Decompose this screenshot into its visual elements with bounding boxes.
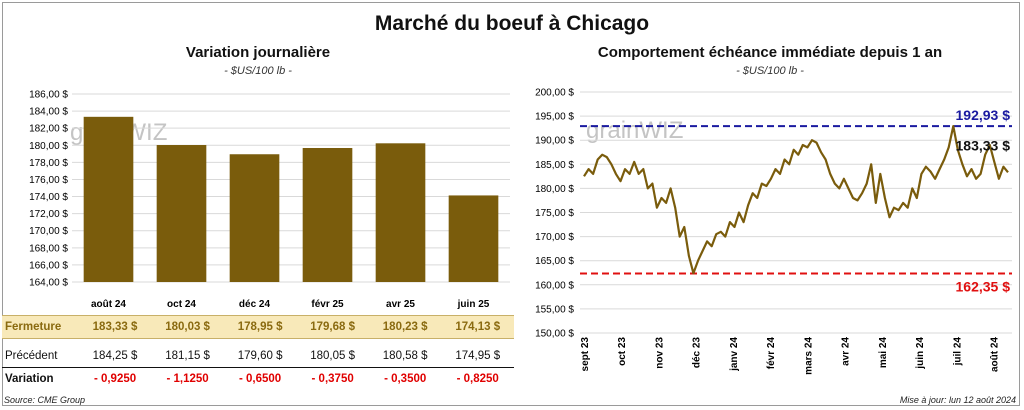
y-tick-label: 182,00 $	[29, 124, 68, 135]
x-tick-label: avr 24	[841, 337, 852, 366]
y-tick-label: 178,00 $	[29, 158, 68, 169]
y-tick-label: 166,00 $	[29, 260, 68, 271]
price-series-line	[583, 124, 1009, 275]
y-tick-label: 190,00 $	[535, 136, 574, 147]
figure-frame	[2, 2, 1020, 406]
bar-chart: grainWIZ 164,00 $166,00 $168,00 $170,00 …	[29, 90, 510, 310]
last-price-label: 183,33 $	[956, 137, 1011, 153]
x-tick-label: nov 23	[654, 337, 665, 369]
right-chart-title: Comportement échéance immédiate depuis 1…	[597, 44, 943, 61]
row-label: Variation	[5, 373, 54, 385]
main-title: Marché du boeuf à Chicago	[374, 12, 650, 35]
x-tick-label: janv 24	[729, 337, 740, 372]
y-tick-label: 175,00 $	[535, 208, 574, 219]
table-cell: - 0,8250	[456, 373, 499, 385]
y-tick-label: 200,00 $	[535, 88, 574, 99]
table-cell: 183,33 $	[78, 315, 152, 339]
table-cell: 179,68 $	[296, 315, 369, 339]
y-tick-label: 170,00 $	[535, 232, 574, 243]
bar	[156, 145, 207, 282]
table-cell: - 0,3500	[384, 373, 427, 385]
x-tick-label: juil 24	[952, 337, 963, 367]
x-tick-label: déc 24	[239, 299, 271, 310]
x-tick-label: oct 23	[617, 337, 628, 366]
y-tick-label: 176,00 $	[29, 175, 68, 186]
bar	[302, 148, 353, 282]
table-cell: - 1,1250	[166, 373, 209, 385]
left-chart-title: Variation journalière	[185, 44, 331, 61]
bar	[448, 195, 499, 282]
table-cell: - 0,9250	[93, 373, 137, 385]
table-row-close: Fermeture 183,33 $ 180,03 $ 178,95 $ 179…	[2, 315, 514, 339]
x-tick-label: mars 24	[803, 337, 814, 375]
y-tick-label: 180,00 $	[29, 141, 68, 152]
x-tick-label: juin 24	[915, 337, 926, 370]
x-tick-label: oct 24	[167, 299, 196, 310]
table-cell: 180,03 $	[151, 315, 224, 339]
watermark-logo-right: grainWIZ	[586, 117, 683, 144]
bar	[229, 154, 280, 282]
y-tick-label: 155,00 $	[535, 304, 574, 315]
reference-label: 192,93 $	[956, 107, 1011, 123]
table-cell: 180,05 $	[296, 345, 369, 368]
y-tick-label: 165,00 $	[535, 256, 574, 267]
left-chart-unit: - $US/100 lb -	[224, 65, 292, 77]
y-tick-label: 164,00 $	[29, 278, 68, 289]
row-label: Précédent	[2, 345, 79, 368]
x-tick-label: août 24	[990, 337, 1001, 372]
source-note: Source: CME Group	[4, 395, 86, 405]
y-tick-label: 174,00 $	[29, 192, 68, 203]
bar	[375, 143, 426, 282]
y-tick-label: 184,00 $	[29, 107, 68, 118]
table-cell: 178,95 $	[223, 315, 297, 339]
y-tick-label: 195,00 $	[535, 112, 574, 123]
y-tick-label: 185,00 $	[535, 160, 574, 171]
y-tick-label: 168,00 $	[29, 243, 68, 254]
x-tick-label: août 24	[91, 299, 126, 310]
right-chart-unit: - $US/100 lb -	[736, 65, 804, 77]
x-tick-label: févr 25	[311, 299, 344, 310]
table-row-variation: Variation - 0,9250 - 1,1250 - 0,6500 - 0…	[2, 368, 514, 391]
table-cell: 180,58 $	[368, 345, 442, 368]
x-tick-label: mai 24	[878, 337, 889, 369]
bar	[83, 116, 134, 282]
table-cell: - 0,6500	[239, 373, 282, 385]
update-note: Mise à jour: lun 12 août 2024	[899, 395, 1016, 405]
table-cell: 181,15 $	[151, 345, 224, 368]
table-cell: 174,13 $	[441, 315, 514, 339]
x-tick-label: juin 25	[457, 299, 490, 310]
table-cell: 179,60 $	[223, 345, 297, 368]
x-tick-label: févr 24	[766, 337, 777, 370]
y-tick-label: 180,00 $	[535, 184, 574, 195]
y-tick-label: 150,00 $	[535, 329, 574, 340]
table-cell: 180,23 $	[368, 315, 442, 339]
table-cell: 184,25 $	[78, 345, 152, 368]
table-cell: 174,95 $	[441, 345, 514, 368]
y-tick-label: 170,00 $	[29, 226, 68, 237]
y-tick-label: 172,00 $	[29, 209, 68, 220]
reference-label: 162,35 $	[956, 278, 1011, 294]
y-tick-label: 186,00 $	[29, 90, 68, 101]
price-table: Fermeture 183,33 $ 180,03 $ 178,95 $ 179…	[2, 315, 514, 390]
y-tick-label: 160,00 $	[535, 280, 574, 291]
x-tick-label: sept 23	[580, 337, 591, 372]
x-tick-label: déc 23	[692, 337, 703, 369]
table-row-previous: Précédent 184,25 $ 181,15 $ 179,60 $ 180…	[2, 345, 514, 368]
x-tick-label: avr 25	[386, 299, 415, 310]
row-label: Fermeture	[2, 315, 79, 339]
table-cell: - 0,3750	[311, 373, 354, 385]
